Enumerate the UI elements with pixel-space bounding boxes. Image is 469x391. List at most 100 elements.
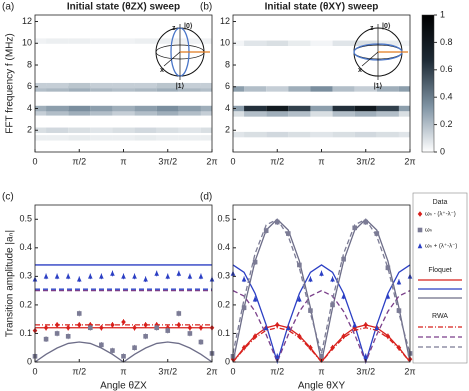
heat-cell	[332, 111, 355, 117]
data-point	[297, 296, 302, 302]
heat-cell	[266, 105, 289, 112]
data-point	[363, 322, 369, 328]
rwa-line	[232, 289, 411, 364]
heat-cell	[288, 86, 311, 92]
heat-cell	[90, 105, 113, 112]
data-point	[88, 325, 93, 331]
data-point	[286, 324, 291, 331]
axis	[163, 51, 181, 67]
heat-cell	[112, 110, 135, 116]
bloch-inset: z |0⟩ |1⟩ x	[155, 22, 210, 90]
y-tick-label: 6	[27, 81, 32, 91]
x-tick-label: π/2	[72, 366, 86, 376]
heat-cell	[178, 86, 201, 92]
heat-cell	[244, 86, 267, 92]
data-point	[385, 293, 391, 299]
data-point	[143, 322, 148, 328]
chart-title: Initial state (θXY) sweep	[265, 2, 379, 13]
heat-cell	[68, 110, 91, 116]
x-tick-label: π	[318, 156, 324, 166]
heat-cell	[46, 82, 69, 89]
heat-cell	[35, 110, 47, 116]
heat-cell	[90, 38, 113, 44]
heat-cell	[266, 111, 289, 117]
y-axis-label: Transition amplitude |aₙ|	[5, 230, 16, 337]
panel-label: (d)	[200, 192, 212, 203]
heat-cell	[134, 135, 157, 141]
data-point	[76, 276, 82, 282]
heat-cell	[288, 40, 311, 46]
data-point	[187, 273, 193, 279]
data-point	[374, 231, 380, 236]
heat-cell	[244, 131, 267, 138]
data-point	[252, 259, 258, 265]
data-point	[176, 270, 182, 276]
y-axis-label: FFT frequency f (MHz)	[5, 33, 16, 133]
data-point	[308, 344, 313, 351]
heat-cell	[310, 111, 333, 117]
data-point	[319, 270, 324, 276]
heat-cell	[46, 105, 69, 112]
data-point	[198, 339, 204, 345]
data-point	[43, 324, 49, 331]
heat-cell	[112, 86, 135, 92]
legend-label: ωₙ + (λ⁺-λ⁻)	[425, 243, 457, 250]
y-tick-label: 10	[220, 38, 230, 48]
heat-cell	[398, 105, 410, 112]
heat-cell	[310, 105, 333, 112]
heat-cell	[398, 131, 410, 138]
heat-cell	[200, 105, 212, 112]
data-point	[65, 273, 71, 279]
colorbar	[421, 14, 435, 153]
data-point	[417, 243, 423, 249]
x-tick-label: 2π	[206, 156, 217, 166]
data-point	[252, 333, 258, 340]
data-point	[143, 276, 148, 282]
y-tick-label: 10	[22, 38, 32, 48]
data-point	[417, 211, 423, 217]
data-point	[54, 331, 60, 336]
data-point	[352, 225, 357, 231]
heat-cell	[35, 105, 47, 112]
data-point	[165, 328, 171, 333]
y-tick-label: 8	[225, 59, 230, 69]
data-point	[110, 348, 115, 353]
x-tick-label: π/2	[72, 156, 86, 166]
heat-cell	[90, 82, 113, 89]
heat-cell	[233, 40, 245, 46]
y-tick-label: 0.3	[217, 271, 230, 281]
data-point	[65, 324, 71, 331]
heat-cell	[35, 127, 47, 133]
heat-cell	[178, 82, 201, 89]
heat-cell	[90, 110, 113, 116]
heat-cell	[376, 105, 399, 112]
inset-label: x	[160, 67, 164, 74]
data-point	[385, 265, 391, 271]
heat-cell	[200, 86, 212, 92]
inset-label: z	[370, 25, 374, 32]
heat-cell	[200, 135, 212, 141]
y-tick-label: 0.4	[19, 242, 32, 252]
heat-cell	[112, 38, 135, 44]
x-tick-label: 0	[230, 156, 235, 166]
data-point	[176, 322, 182, 328]
heat-cell	[156, 110, 179, 116]
data-point	[76, 322, 82, 328]
heat-cell	[332, 40, 355, 46]
x-tick-label: 3π/2	[158, 366, 177, 376]
data-point	[263, 324, 269, 331]
legend-title: Data	[433, 199, 448, 206]
y-tick-label: 0.5	[217, 214, 230, 224]
data-point	[252, 296, 258, 302]
x-tick-label: π	[120, 156, 126, 166]
x-tick-label: 2π	[404, 156, 415, 166]
x-tick-label: 0	[230, 366, 235, 376]
colorbar-label: 0.8	[440, 37, 453, 47]
colorbar-label: 0.4	[440, 92, 453, 102]
heat-cell	[68, 105, 91, 112]
data-point	[274, 353, 280, 359]
heat-cell	[266, 131, 289, 138]
data-point	[274, 322, 280, 328]
panel-label: (b)	[200, 2, 212, 13]
data-point	[330, 344, 335, 351]
